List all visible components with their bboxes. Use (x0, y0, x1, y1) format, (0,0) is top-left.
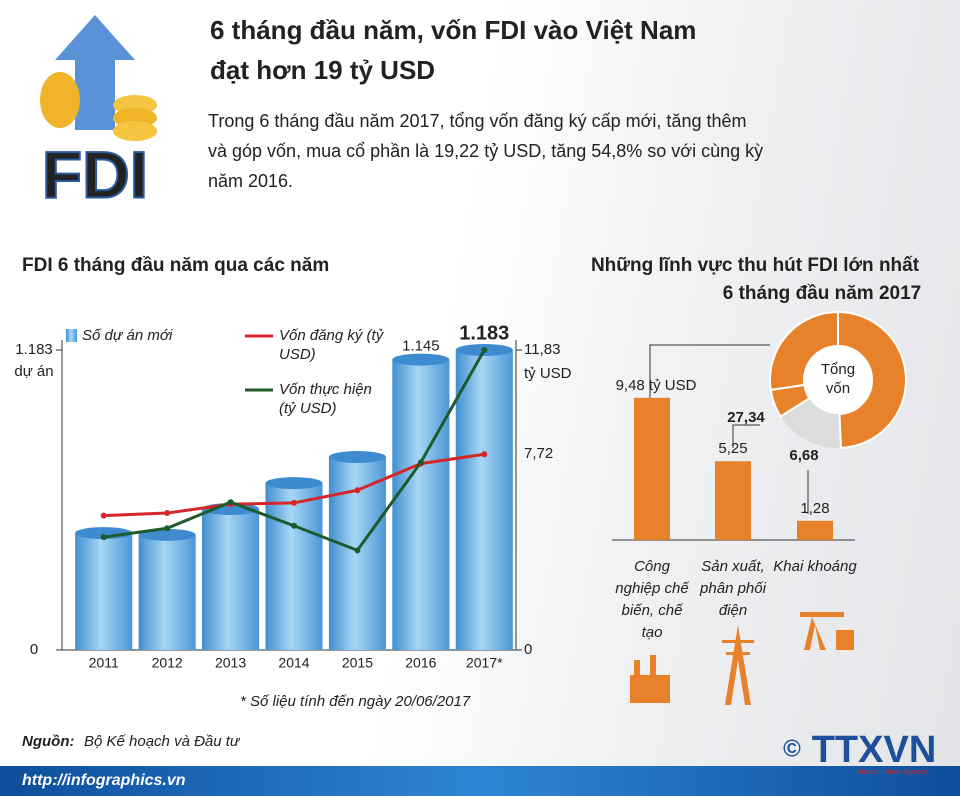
point (354, 547, 361, 554)
bar-top (392, 353, 450, 366)
url: http://infographics.vn (22, 772, 186, 789)
value-label: 1,28 (800, 500, 829, 517)
value-label: 1.183 (459, 322, 509, 344)
point (164, 510, 171, 517)
title: đạt hơn 19 tỷ USD (210, 55, 435, 85)
legend-label: Số dự án mới (82, 327, 173, 344)
x-tick-label: 2012 (152, 655, 183, 671)
description: Trong 6 tháng đầu năm 2017, tổng vốn đăn… (208, 111, 746, 131)
description: năm 2016. (208, 171, 293, 191)
x-tick-label: Sản xuất, phân phối điện (700, 558, 766, 619)
x-tick-label: 2014 (278, 655, 309, 671)
legend-label: Vốn thực hiện (tỷ USD) (279, 381, 372, 417)
y2-tick-label: 11,83 (524, 341, 560, 358)
sector-icons (630, 612, 854, 705)
value-label: 6,68 (789, 447, 818, 464)
value-label: 5,25 (718, 440, 747, 457)
description: và góp vốn, mua cổ phần là 19,22 tỷ USD,… (208, 141, 763, 161)
bar (328, 457, 386, 650)
bar (138, 534, 196, 650)
point (291, 499, 297, 506)
bar-top (265, 477, 323, 490)
agency-logo: TTXVN (812, 729, 937, 771)
bar (797, 520, 833, 540)
logo-text: FDI (42, 137, 148, 211)
x-tick-label: 2016 (405, 655, 436, 671)
bar (265, 483, 323, 650)
x-tick-label: Công nghiệp chế biến, chế tạo (615, 558, 689, 641)
chart-title: FDI 6 tháng đầu năm qua các năm (22, 255, 329, 276)
chart-title: Những lĩnh vực thu hút FDI lớn nhất (591, 255, 920, 276)
y-unit: dự án (14, 363, 53, 380)
y2-unit: tỷ USD (524, 365, 572, 382)
value-label: 1.145 (402, 338, 440, 355)
point (100, 512, 107, 519)
bar (392, 359, 450, 650)
footnote: * Số liệu tính đến ngày 20/06/2017 (240, 693, 471, 710)
x-tick-label: 2015 (342, 655, 373, 671)
value-label: 9,48 tỷ USD (616, 377, 697, 394)
value-label: 7,72 (524, 445, 553, 462)
y-tick-label: 1.183 (15, 341, 53, 358)
agency-sub: Vietnam News Agency (857, 769, 927, 776)
y-tick-label: 0 (30, 641, 38, 658)
x-tick-label: 2011 (89, 655, 119, 671)
bar (455, 350, 513, 650)
point (481, 347, 488, 353)
bar (75, 533, 133, 650)
bar (715, 461, 751, 540)
center-label: Tổng vốn (820, 361, 856, 397)
legend-swatch (66, 329, 77, 342)
value-label: 27,34 (727, 409, 765, 426)
copyright: © (783, 735, 801, 762)
title: 6 tháng đầu năm, vốn FDI vào Việt Nam (210, 15, 696, 45)
bar (634, 397, 670, 540)
point (481, 451, 488, 458)
point (227, 499, 234, 506)
bar-top (328, 451, 386, 464)
point (291, 522, 297, 529)
point (417, 459, 424, 466)
y2-tick-label: 0 (524, 641, 532, 658)
bar-top (138, 528, 196, 541)
logo-art (40, 15, 157, 141)
donut-hole (804, 346, 872, 414)
source: Bộ Kế hoạch và Đầu tư (84, 733, 241, 750)
bar (202, 509, 260, 650)
legend-label: Vốn đăng ký (tỷ USD) (279, 327, 384, 363)
chart-title: 6 tháng đầu năm 2017 (723, 283, 922, 304)
x-tick-label: 2017* (466, 655, 503, 671)
point (100, 534, 107, 541)
point (354, 487, 361, 494)
point (164, 525, 171, 532)
x-tick-label: Khai khoáng (773, 558, 857, 575)
x-tick-label: 2013 (215, 655, 246, 671)
source-label: Nguồn: (22, 733, 74, 750)
footer-bar (0, 766, 960, 796)
connector (649, 344, 809, 514)
